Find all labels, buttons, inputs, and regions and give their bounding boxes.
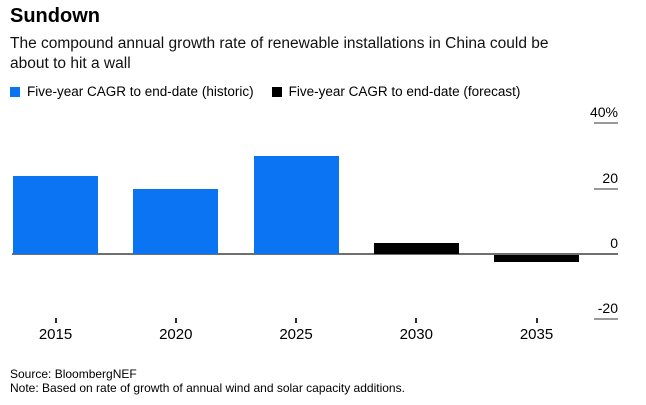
bar-2020-historic xyxy=(133,188,219,254)
legend: Five-year CAGR to end-date (historic) Fi… xyxy=(10,84,520,99)
x-axis-label-2030: 2030 xyxy=(399,326,433,343)
legend-item-forecast: Five-year CAGR to end-date (forecast) xyxy=(271,84,521,99)
x-axis-tick-2020 xyxy=(174,318,177,323)
chart-title: Sundown xyxy=(10,5,100,27)
legend-swatch-forecast-icon xyxy=(271,86,282,97)
y-axis-label-20: 20 xyxy=(602,169,618,186)
bar-2030-forecast xyxy=(373,242,459,254)
y-axis-label-40: 40% xyxy=(589,104,618,121)
chart-subtitle: The compound annual growth rate of renew… xyxy=(10,35,549,72)
legend-swatch-historic-icon xyxy=(10,86,20,97)
bar-2035-forecast xyxy=(494,255,579,262)
x-axis-baseline xyxy=(12,253,618,255)
legend-label-forecast: Five-year CAGR to end-date (forecast) xyxy=(288,84,521,99)
legend-label-historic: Five-year CAGR to end-date (historic) xyxy=(27,84,254,99)
x-axis-label-2015: 2015 xyxy=(38,326,73,343)
x-axis-tick-2035 xyxy=(535,318,538,323)
note-line: Note: Based on rate of growth of annual … xyxy=(10,381,405,395)
y-axis-tick-20 xyxy=(594,187,618,190)
source-line: Source: BloombergNEF xyxy=(10,367,137,381)
y-axis-label-0: 0 xyxy=(610,235,618,251)
x-axis-label-2020: 2020 xyxy=(159,326,193,343)
x-axis-tick-2030 xyxy=(415,318,418,323)
x-axis-tick-2025 xyxy=(295,318,297,323)
y-axis-tick--20 xyxy=(594,318,618,321)
legend-item-historic: Five-year CAGR to end-date (historic) xyxy=(10,84,254,99)
x-axis-tick-2015 xyxy=(54,318,57,323)
y-axis-label--20: -20 xyxy=(597,300,618,317)
bar-2025-historic xyxy=(253,156,339,254)
bar-2015-historic xyxy=(13,175,98,254)
y-axis-tick-40 xyxy=(594,122,618,125)
x-axis-label-2025: 2025 xyxy=(279,326,313,343)
x-axis-label-2035: 2035 xyxy=(519,326,554,343)
